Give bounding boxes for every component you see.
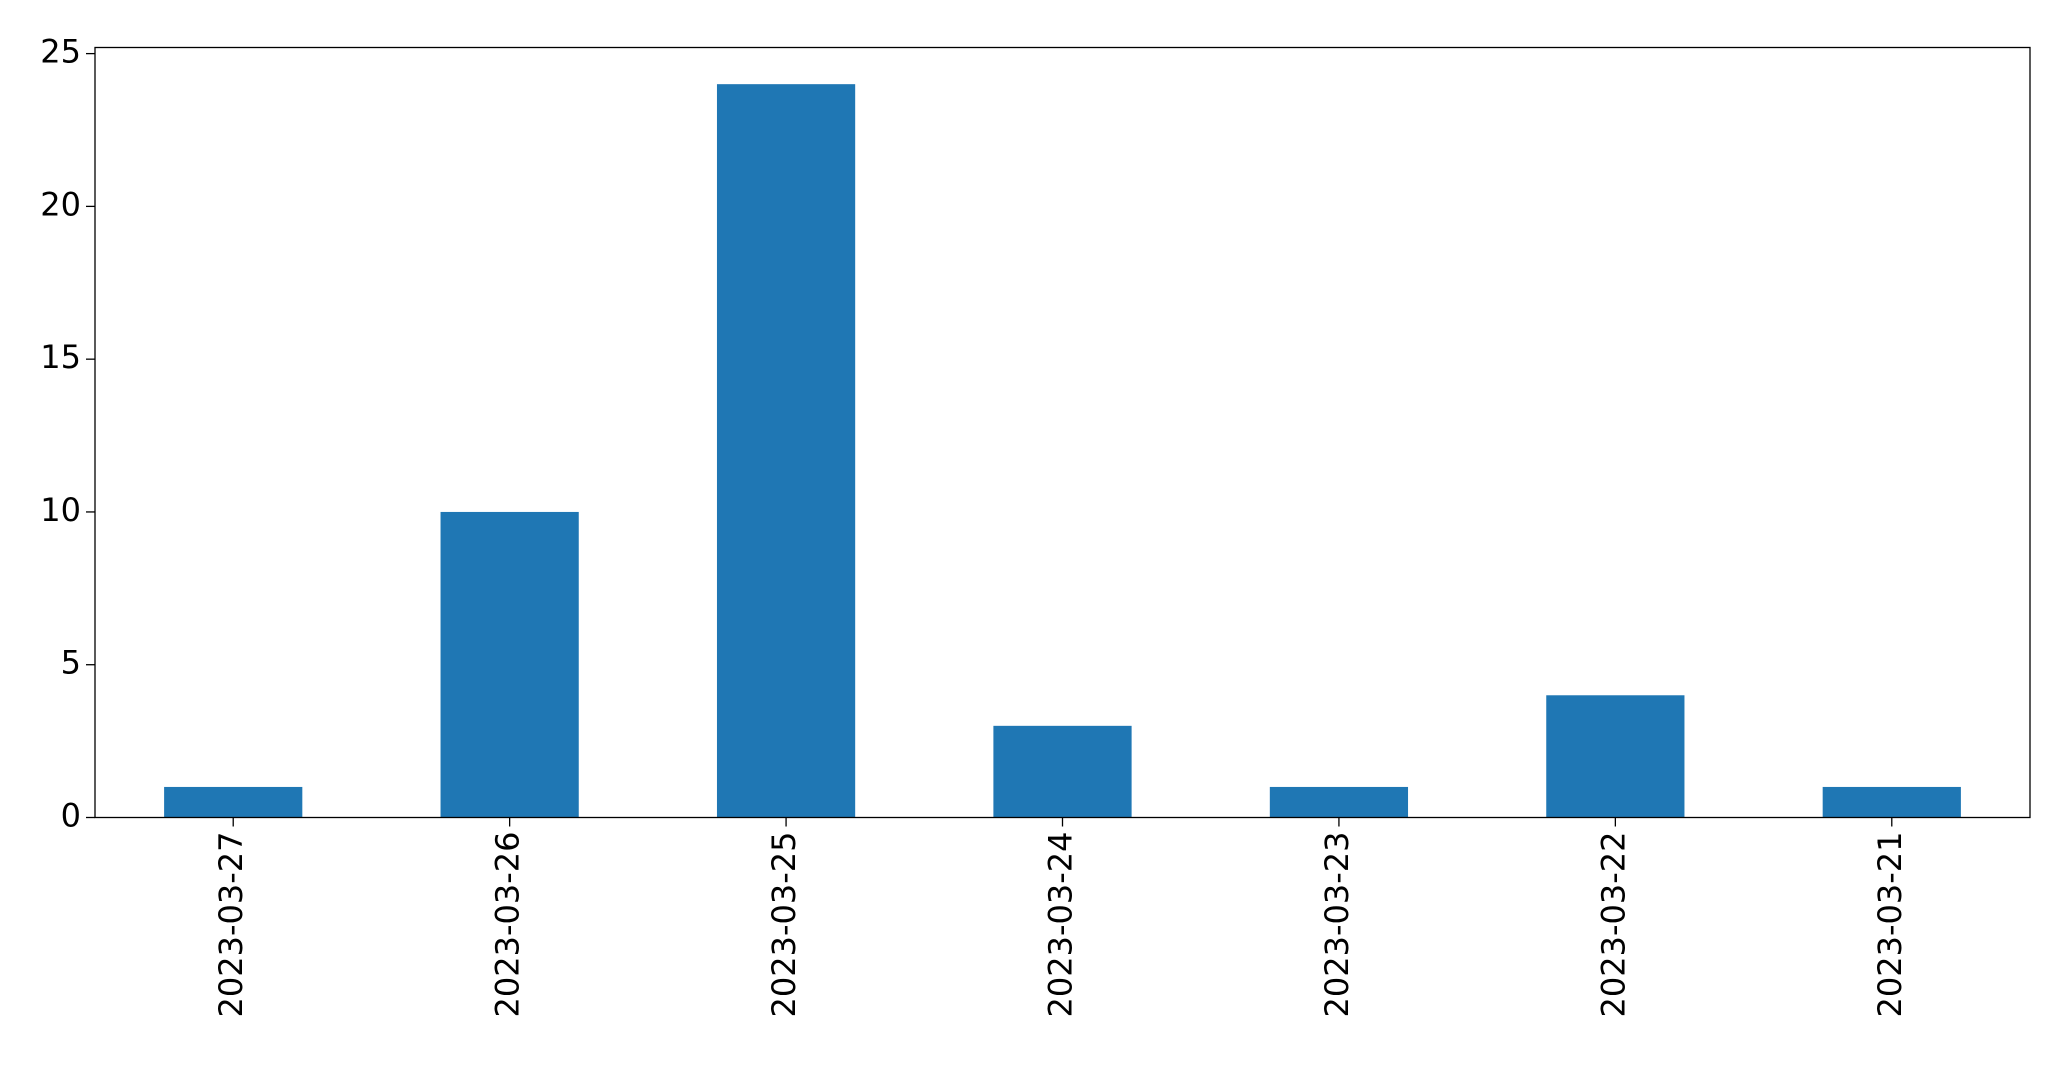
bar	[164, 786, 303, 818]
y-tick-label: 5	[61, 644, 81, 682]
bar	[1546, 695, 1685, 818]
y-tick-label: 10	[40, 491, 81, 529]
x-tick-label: 2023-03-25	[765, 832, 803, 1018]
y-tick-label: 0	[61, 797, 81, 835]
x-tick-label: 2023-03-23	[1318, 832, 1356, 1018]
bar	[993, 725, 1132, 818]
x-tick-label: 2023-03-22	[1594, 832, 1632, 1018]
x-tick-label: 2023-03-26	[489, 832, 527, 1018]
y-tick-label: 20	[40, 185, 81, 223]
plot-frame	[94, 46, 2031, 819]
x-tick-label: 2023-03-24	[1042, 832, 1080, 1018]
bar	[440, 511, 579, 818]
x-tick-label: 2023-03-27	[212, 832, 250, 1018]
y-tick-label: 15	[40, 338, 81, 376]
y-tick-label: 25	[40, 33, 81, 71]
bar	[716, 84, 856, 818]
bar	[1822, 786, 1961, 818]
x-tick-label: 2023-03-21	[1871, 832, 1909, 1018]
bar	[1269, 786, 1409, 818]
